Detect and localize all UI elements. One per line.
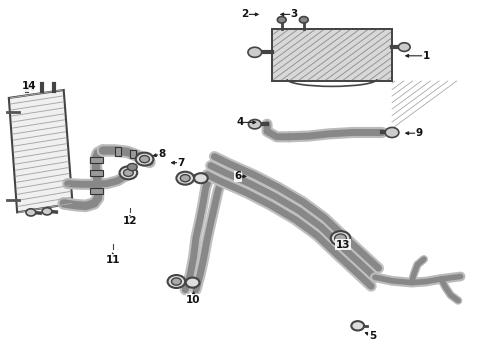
Ellipse shape [127,163,137,171]
Text: 6: 6 [234,171,241,181]
Bar [90,188,103,194]
Ellipse shape [123,169,133,176]
Text: 2: 2 [242,9,248,19]
Ellipse shape [398,43,410,51]
Ellipse shape [180,175,190,182]
Bar [115,147,121,156]
Text: 11: 11 [105,255,120,265]
Ellipse shape [168,275,185,288]
Ellipse shape [136,153,153,166]
Ellipse shape [42,208,52,215]
Ellipse shape [248,120,261,129]
Ellipse shape [120,166,137,179]
Bar [272,29,392,81]
Ellipse shape [335,234,346,243]
Text: 8: 8 [158,149,165,159]
Text: 7: 7 [177,158,185,168]
Ellipse shape [176,172,194,185]
Text: 12: 12 [122,216,137,226]
Ellipse shape [140,156,149,163]
Bar [90,157,103,163]
Text: 9: 9 [416,128,422,138]
Bar [90,170,103,176]
Ellipse shape [186,278,199,288]
Ellipse shape [385,127,399,138]
Text: 14: 14 [22,81,37,91]
Ellipse shape [351,321,364,330]
Ellipse shape [194,173,208,183]
Ellipse shape [331,231,350,246]
Bar [130,150,136,158]
Ellipse shape [299,17,308,23]
Polygon shape [9,90,73,212]
Ellipse shape [277,17,286,23]
Text: 10: 10 [186,294,201,305]
Text: 3: 3 [291,9,297,19]
Text: 1: 1 [423,51,430,61]
Text: 13: 13 [336,240,350,250]
Bar [272,29,392,81]
Ellipse shape [26,209,36,216]
Ellipse shape [248,47,262,57]
Text: 4: 4 [236,117,244,127]
Text: 5: 5 [369,330,376,341]
Ellipse shape [172,278,181,285]
